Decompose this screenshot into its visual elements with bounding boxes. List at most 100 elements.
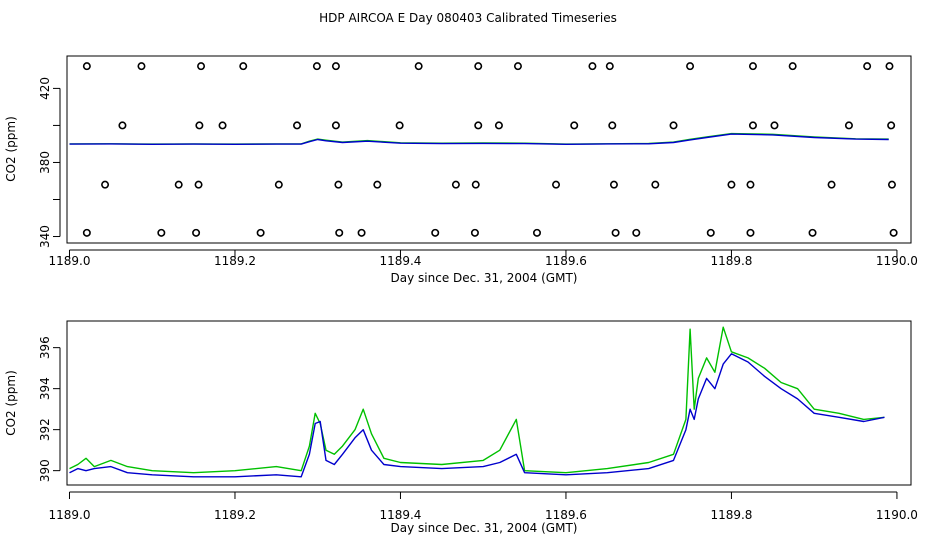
- x-tick-label: 1189.2: [214, 508, 256, 522]
- data-point: [293, 121, 302, 130]
- data-point: [748, 62, 757, 71]
- data-point: [470, 228, 479, 237]
- top-y-axis: 340 380 420: [38, 77, 61, 248]
- data-point: [414, 62, 423, 71]
- x-tick-label: 1189.0: [48, 254, 90, 268]
- data-point: [334, 180, 343, 189]
- data-point: [686, 62, 695, 71]
- bottom-plot-frame: [66, 320, 912, 486]
- y-tick-label: 396: [38, 336, 52, 359]
- data-point: [788, 62, 797, 71]
- data-point: [373, 180, 382, 189]
- data-point: [82, 228, 91, 237]
- data-point: [474, 62, 483, 71]
- data-point: [101, 180, 110, 189]
- top-plot-frame: [66, 55, 912, 244]
- data-point: [746, 180, 755, 189]
- x-tick-label: 1189.4: [379, 254, 421, 268]
- data-point: [863, 62, 872, 71]
- blue-series-line: [69, 353, 885, 478]
- data-point: [532, 228, 541, 237]
- data-point: [827, 180, 836, 189]
- x-tick-label: 1189.6: [545, 254, 587, 268]
- data-point: [887, 121, 896, 130]
- data-point: [331, 121, 340, 130]
- bottom-y-axis: 390 392 394 396: [38, 336, 61, 482]
- data-point: [431, 228, 440, 237]
- data-point: [513, 62, 522, 71]
- y-tick-label: 380: [38, 151, 52, 174]
- data-point: [82, 62, 91, 71]
- data-point: [192, 228, 201, 237]
- data-point: [137, 62, 146, 71]
- bottom-x-axis-label: Day since Dec. 31, 2004 (GMT): [391, 521, 578, 535]
- data-point: [611, 228, 620, 237]
- data-point: [239, 62, 248, 71]
- data-point: [727, 180, 736, 189]
- data-point: [552, 180, 561, 189]
- data-point: [471, 180, 480, 189]
- data-point: [651, 180, 660, 189]
- chart-title: HDP AIRCOA E Day 080403 Calibrated Times…: [319, 11, 617, 25]
- blue-series-line: [69, 133, 889, 146]
- data-point: [451, 180, 460, 189]
- x-tick-label: 1190.0: [876, 254, 918, 268]
- top-x-axis-label: Day since Dec. 31, 2004 (GMT): [391, 271, 578, 285]
- data-point: [494, 121, 503, 130]
- x-tick-label: 1189.8: [710, 254, 752, 268]
- data-point: [118, 121, 127, 130]
- bottom-x-axis: 1189.0 1189.2 1189.4 1189.6 1189.8 1190.0: [48, 491, 918, 522]
- data-point: [474, 121, 483, 130]
- data-point: [844, 121, 853, 130]
- data-point: [194, 180, 203, 189]
- x-tick-label: 1189.4: [379, 508, 421, 522]
- data-point: [746, 228, 755, 237]
- data-point: [770, 121, 779, 130]
- data-point: [608, 121, 617, 130]
- data-point: [609, 180, 618, 189]
- data-point: [885, 62, 894, 71]
- data-point: [588, 62, 597, 71]
- x-tick-label: 1190.0: [876, 508, 918, 522]
- y-tick-label: 420: [38, 77, 52, 100]
- green-series-line: [69, 326, 885, 474]
- data-point: [274, 180, 283, 189]
- data-point: [331, 62, 340, 71]
- top-x-axis: 1189.0 1189.2 1189.4 1189.6 1189.8 1190.0: [48, 249, 918, 268]
- data-point: [357, 228, 366, 237]
- bottom-series-group: [69, 326, 885, 478]
- data-point: [632, 228, 641, 237]
- data-point: [706, 228, 715, 237]
- y-tick-label: 340: [38, 225, 52, 248]
- data-point: [605, 62, 614, 71]
- data-point: [748, 121, 757, 130]
- data-point: [157, 228, 166, 237]
- y-tick-label: 392: [38, 418, 52, 441]
- data-point: [669, 121, 678, 130]
- data-point: [197, 62, 206, 71]
- data-point: [395, 121, 404, 130]
- data-point: [808, 228, 817, 237]
- bottom-panel: 1189.0 1189.2 1189.4 1189.6 1189.8 1190.0 390…: [4, 320, 918, 535]
- data-point: [312, 62, 321, 71]
- data-point: [174, 180, 183, 189]
- top-panel: 1189.0 1189.2 1189.4 1189.6 1189.8 1190.0 340…: [4, 55, 918, 285]
- x-tick-label: 1189.2: [214, 254, 256, 268]
- data-point: [256, 228, 265, 237]
- data-point: [887, 180, 896, 189]
- x-tick-label: 1189.6: [545, 508, 587, 522]
- y-tick-label: 394: [38, 377, 52, 400]
- bottom-y-axis-label: CO2 (ppm): [4, 370, 18, 436]
- data-point: [889, 228, 898, 237]
- data-point: [218, 121, 227, 130]
- top-series-group: [69, 62, 898, 237]
- x-tick-label: 1189.8: [710, 508, 752, 522]
- x-tick-label: 1189.0: [48, 508, 90, 522]
- top-y-axis-label: CO2 (ppm): [4, 116, 18, 182]
- data-point: [570, 121, 579, 130]
- data-point: [335, 228, 344, 237]
- y-tick-label: 390: [38, 459, 52, 482]
- data-point: [195, 121, 204, 130]
